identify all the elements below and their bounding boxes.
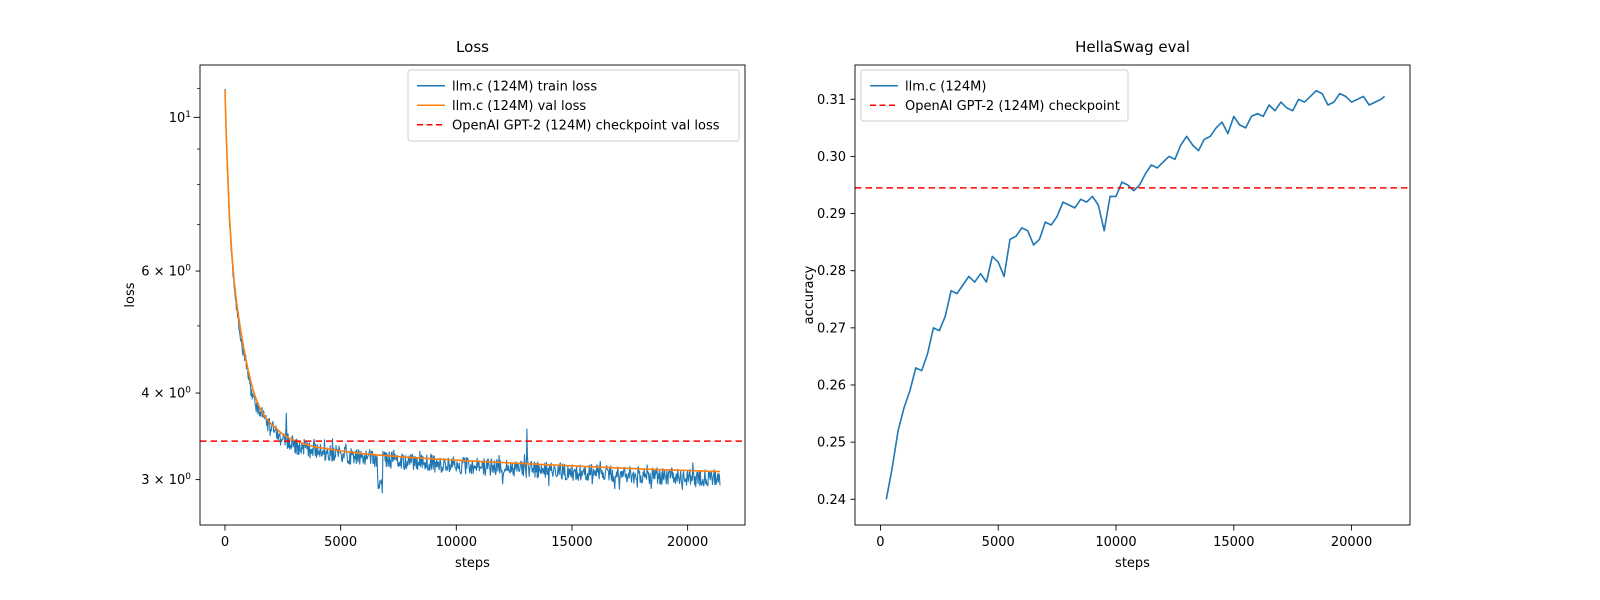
x-axis-label: steps [1115, 556, 1150, 571]
loss-chart: 0 5000 10000 15000 20000 3 × 100 4 × 100 6 × 10… [123, 38, 746, 571]
legend: llm.c (124M) train loss llm.c (124M) val … [407, 69, 740, 142]
x-axis-label: steps [455, 556, 490, 571]
x-tick-label: 15000 [1213, 535, 1254, 550]
y-tick-label: 0.29 [817, 207, 846, 222]
y-tick-label: 0.30 [817, 150, 846, 165]
x-axis: 0 5000 10000 15000 20000 [221, 525, 708, 550]
x-tick-label: 5000 [982, 535, 1015, 550]
y-tick-label: 101 [169, 110, 191, 126]
x-tick-label: 10000 [1095, 535, 1136, 550]
x-tick-label: 10000 [436, 535, 477, 550]
plot-area [855, 89, 1410, 500]
x-tick-label: 0 [221, 535, 229, 550]
val-loss-line [224, 89, 721, 473]
y-tick-label: 0.28 [817, 264, 846, 279]
x-tick-label: 5000 [324, 535, 357, 550]
axes-spines [854, 64, 1411, 526]
train-loss-line [224, 88, 721, 494]
legend-label: llm.c (124M) [905, 79, 986, 94]
y-axis-label: loss [123, 282, 138, 307]
legend-label: llm.c (124M) train loss [452, 79, 597, 94]
y-tick-label: 4 × 100 [141, 386, 191, 402]
legend: llm.c (124M) OpenAI GPT-2 (124M) checkpoi… [860, 69, 1129, 122]
legend-label: llm.c (124M) val loss [452, 99, 586, 114]
legend-label: OpenAI GPT-2 (124M) checkpoint [905, 99, 1120, 114]
x-tick-label: 15000 [551, 535, 592, 550]
chart-title: HellaSwag eval [1075, 38, 1190, 56]
y-tick-label: 0.24 [817, 493, 846, 508]
legend-label: OpenAI GPT-2 (124M) checkpoint val loss [452, 118, 720, 133]
x-axis: 0 5000 10000 15000 20000 [876, 525, 1372, 550]
axes-spines [199, 64, 746, 526]
x-tick-label: 20000 [667, 535, 708, 550]
legend-frame [407, 69, 740, 142]
y-tick-label: 0.31 [817, 93, 846, 108]
x-tick-label: 20000 [1331, 535, 1372, 550]
y-axis-label: accuracy [802, 265, 817, 324]
y-axis: 0.24 0.25 0.26 0.27 0.28 0.29 0.30 0.31 [817, 93, 855, 508]
y-tick-label: 3 × 100 [141, 472, 191, 488]
legend-frame [860, 69, 1129, 122]
y-tick-label: 0.26 [817, 379, 846, 394]
y-axis: 3 × 100 4 × 100 6 × 100 101 [141, 88, 200, 488]
plot-area [200, 88, 745, 494]
hellaswag-accuracy-line [885, 89, 1386, 500]
hellaswag-chart: 0 5000 10000 15000 20000 0.24 0.25 0.26 0.27 0.28… [802, 38, 1411, 571]
y-tick-label: 6 × 100 [141, 264, 191, 280]
y-tick-label: 0.25 [817, 436, 846, 451]
x-tick-label: 0 [876, 535, 884, 550]
chart-title: Loss [456, 38, 489, 56]
y-tick-label: 0.27 [817, 321, 846, 336]
